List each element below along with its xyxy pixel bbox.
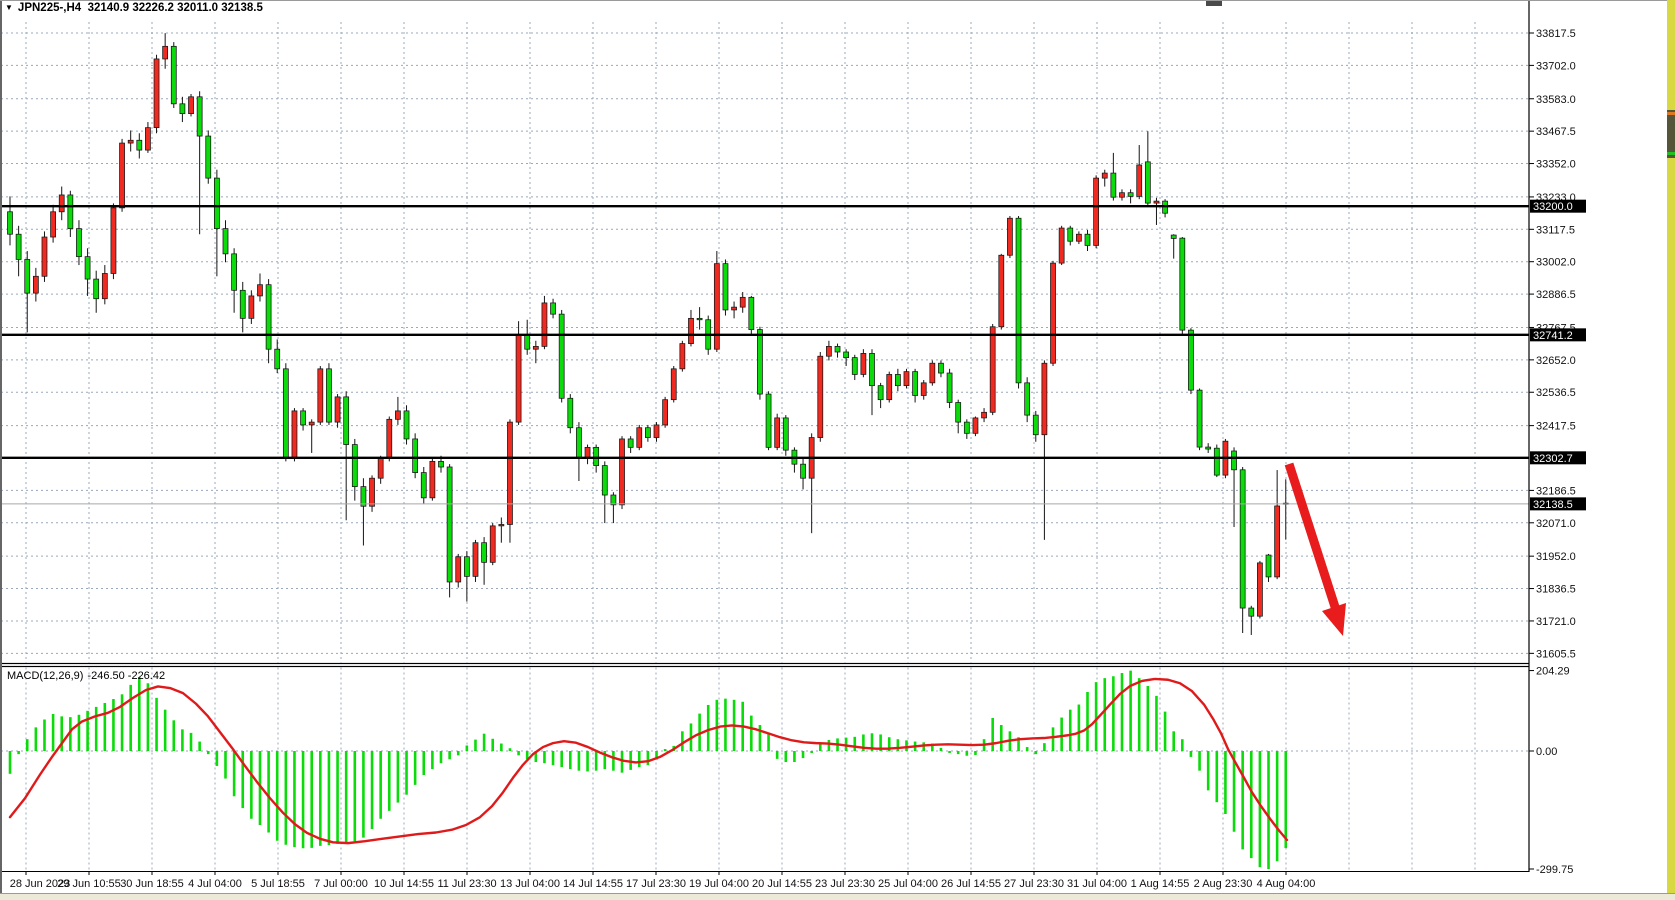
svg-text:32186.5: 32186.5: [1536, 485, 1576, 497]
svg-text:33702.0: 33702.0: [1536, 60, 1576, 72]
svg-text:33583.0: 33583.0: [1536, 94, 1576, 106]
svg-text:-299.75: -299.75: [1536, 864, 1573, 876]
trend-arrow[interactable]: [1284, 462, 1346, 636]
candles-layer: [7, 33, 1289, 635]
svg-text:31952.0: 31952.0: [1536, 551, 1576, 563]
svg-text:28 Jun 2023: 28 Jun 2023: [10, 878, 71, 890]
svg-text:10 Jul 14:55: 10 Jul 14:55: [374, 878, 434, 890]
svg-text:25 Jul 04:00: 25 Jul 04:00: [878, 878, 938, 890]
svg-text:30 Jun 18:55: 30 Jun 18:55: [120, 878, 184, 890]
svg-text:32886.5: 32886.5: [1536, 289, 1576, 301]
svg-text:32652.0: 32652.0: [1536, 355, 1576, 367]
svg-text:33467.5: 33467.5: [1536, 126, 1576, 138]
svg-text:17 Jul 23:30: 17 Jul 23:30: [626, 878, 686, 890]
svg-text:32417.5: 32417.5: [1536, 421, 1576, 433]
svg-text:31836.5: 31836.5: [1536, 584, 1576, 596]
svg-text:2 Aug 23:30: 2 Aug 23:30: [1194, 878, 1253, 890]
svg-text:33817.5: 33817.5: [1536, 28, 1576, 40]
svg-text:7 Jul 00:00: 7 Jul 00:00: [314, 878, 368, 890]
svg-text:31605.5: 31605.5: [1536, 648, 1576, 660]
svg-text:32302.7: 32302.7: [1533, 453, 1573, 465]
symbol-dropdown-icon[interactable]: ▼: [5, 3, 13, 12]
svg-text:32536.5: 32536.5: [1536, 387, 1576, 399]
svg-text:4 Aug 04:00: 4 Aug 04:00: [1257, 878, 1316, 890]
svg-text:23 Jul 23:30: 23 Jul 23:30: [815, 878, 875, 890]
svg-text:19 Jul 04:00: 19 Jul 04:00: [689, 878, 749, 890]
panel-borders: [0, 0, 1530, 893]
svg-text:33117.5: 33117.5: [1536, 224, 1575, 236]
svg-text:204.29: 204.29: [1536, 666, 1570, 678]
indicator-name: MACD(12,26,9): [7, 670, 84, 682]
symbol-period-label: JPN225-,H4: [17, 2, 82, 14]
svg-text:26 Jul 14:55: 26 Jul 14:55: [941, 878, 1001, 890]
svg-text:20 Jul 14:55: 20 Jul 14:55: [752, 878, 812, 890]
hlines-layer: [0, 204, 1529, 505]
svg-text:31 Jul 04:00: 31 Jul 04:00: [1067, 878, 1127, 890]
svg-text:27 Jul 23:30: 27 Jul 23:30: [1004, 878, 1064, 890]
svg-text:14 Jul 14:55: 14 Jul 14:55: [563, 878, 623, 890]
svg-text:13 Jul 04:00: 13 Jul 04:00: [500, 878, 560, 890]
svg-text:33352.0: 33352.0: [1536, 159, 1576, 171]
indicator-values: -246.50 -226.42: [87, 670, 166, 682]
macd-layer: [8, 670, 1289, 870]
grid-layer: [1, 22, 1529, 870]
svg-text:33002.0: 33002.0: [1536, 257, 1576, 269]
svg-text:0.00: 0.00: [1536, 746, 1557, 758]
ohlc-values: 32140.9 32226.2 32011.0 32138.5: [87, 2, 263, 14]
svg-text:32138.5: 32138.5: [1533, 499, 1573, 511]
svg-text:5 Jul 18:55: 5 Jul 18:55: [251, 878, 305, 890]
svg-text:29 Jun 10:55: 29 Jun 10:55: [57, 878, 121, 890]
svg-text:11 Jul 23:30: 11 Jul 23:30: [437, 878, 496, 890]
price-axis[interactable]: 33817.533702.033583.033467.533352.033233…: [1529, 28, 1586, 660]
svg-text:31721.0: 31721.0: [1536, 616, 1576, 628]
chart-title: ▼ JPN225-,H4 32140.9 32226.2 32011.0 3213…: [5, 2, 263, 14]
svg-text:1 Aug 14:55: 1 Aug 14:55: [1131, 878, 1190, 890]
indicator-label: MACD(12,26,9) -246.50 -226.42: [7, 670, 169, 682]
svg-text:32071.0: 32071.0: [1536, 518, 1576, 530]
macd-axis[interactable]: 204.29 0.00 -299.75: [1529, 666, 1573, 876]
svg-text:32741.2: 32741.2: [1533, 330, 1573, 342]
svg-text:4 Jul 04:00: 4 Jul 04:00: [188, 878, 242, 890]
svg-text:33200.0: 33200.0: [1533, 201, 1573, 213]
